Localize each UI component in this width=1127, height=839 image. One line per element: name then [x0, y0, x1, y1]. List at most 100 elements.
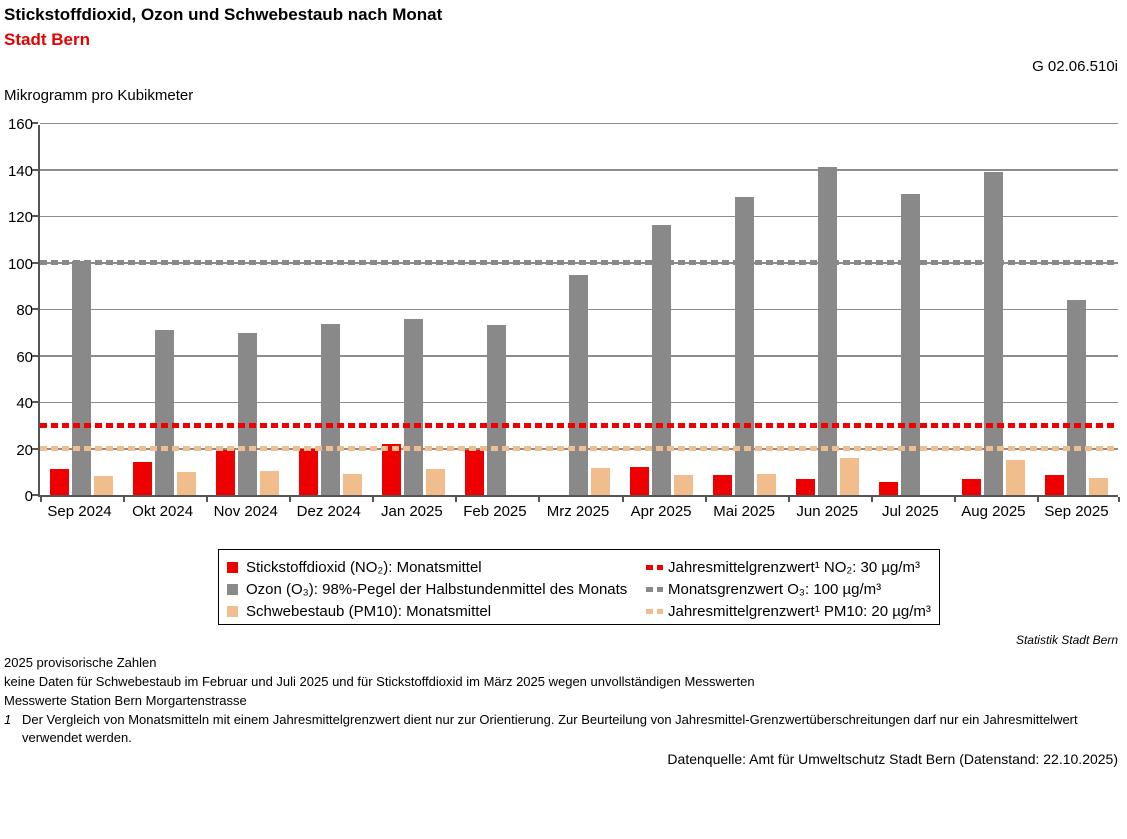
- legend-item-pm10: Schwebestaub (PM10): Monatsmittel: [227, 600, 627, 622]
- o3-limit-dash-icon: [646, 586, 663, 592]
- y-axis-tick: [32, 122, 38, 124]
- bar-group: [538, 125, 621, 495]
- bar-no2: [464, 449, 484, 495]
- chart-subtitle: Stadt Bern: [4, 30, 90, 49]
- chart-code: G 02.06.510i: [1032, 58, 1118, 75]
- x-axis-tick: [1036, 497, 1039, 502]
- legend-series-column: Stickstoffdioxid (NO₂): Monatsmittel Ozon…: [227, 556, 627, 622]
- bar-groups: [40, 125, 1118, 495]
- no2-swatch-icon: [227, 561, 238, 573]
- bar-group: [1035, 125, 1118, 495]
- bar-group: [40, 125, 123, 495]
- bar-o3: [320, 324, 340, 495]
- y-axis-tick: [32, 354, 38, 357]
- bar-no2: [630, 467, 650, 495]
- y-axis-tick-label: 60: [16, 348, 33, 366]
- y-axis-tick-label: 40: [16, 395, 33, 412]
- bar-no2: [1045, 475, 1065, 495]
- y-axis-tick: [32, 447, 38, 450]
- legend-label-pm10: Schwebestaub (PM10): Monatsmittel: [246, 602, 492, 620]
- bar-pm10: [176, 471, 196, 495]
- note-station: Messwerte Station Bern Morgartenstrasse: [4, 693, 247, 708]
- y-axis-tick-label: 120: [7, 209, 33, 226]
- gridline-120: [40, 215, 1118, 217]
- x-axis-label: Apr 2025: [630, 503, 692, 520]
- legend-item-o3-limit: Monatsgrenzwert O₃: 100 µg/m³: [646, 578, 931, 600]
- limit-line-pm10-limit: [40, 446, 1118, 451]
- bar-group: [869, 125, 952, 495]
- x-axis-label: Mrz 2025: [546, 503, 610, 520]
- bar-no2: [713, 475, 733, 495]
- bar-no2: [879, 482, 899, 495]
- legend-item-o3: Ozon (O₃): 98%-Pegel der Halbstundenmitt…: [227, 578, 627, 600]
- y-axis-tick: [32, 168, 38, 171]
- bar-no2: [298, 448, 318, 495]
- bar-pm10: [425, 469, 445, 495]
- x-axis-tick: [704, 497, 707, 502]
- data-source: Datenquelle: Amt für Umweltschutz Stadt …: [667, 751, 1118, 767]
- bar-no2: [215, 449, 235, 495]
- footnote-text-line2: verwendet werden.: [22, 730, 132, 745]
- x-axis-tick: [787, 497, 790, 502]
- statistik-credit: Statistik Stadt Bern: [1015, 633, 1118, 647]
- chart-title: Stickstoffdioxid, Ozon und Schwebestaub …: [4, 5, 443, 24]
- legend: Stickstoffdioxid (NO₂): Monatsmittel Ozon…: [218, 549, 940, 625]
- x-axis-label: Aug 2025: [961, 503, 1026, 520]
- bar-group: [786, 125, 869, 495]
- bar-o3: [71, 261, 91, 495]
- y-axis-tick-label: 100: [7, 255, 33, 273]
- x-axis-label: Sep 2025: [1044, 503, 1109, 520]
- x-axis-label: Jul 2025: [881, 503, 939, 520]
- x-axis-tick: [621, 497, 624, 502]
- x-axis-tick: [40, 497, 42, 502]
- footnote-text-line1: Der Vergleich von Monatsmitteln mit eine…: [22, 712, 1078, 727]
- bar-group: [620, 125, 703, 495]
- bar-o3: [569, 275, 589, 495]
- x-axis-label: Mai 2025: [713, 503, 776, 520]
- x-axis-tick: [206, 497, 209, 502]
- x-axis-label: Jan 2025: [380, 503, 443, 520]
- y-axis-tick: [32, 494, 38, 496]
- bar-pm10: [1089, 477, 1109, 495]
- y-axis-unit-label: Mikrogramm pro Kubikmeter: [4, 87, 194, 104]
- limit-line-o3-limit: [40, 260, 1118, 265]
- y-axis-tick-label: 160: [7, 116, 33, 133]
- x-axis-tick: [538, 497, 541, 502]
- bar-group: [123, 125, 206, 495]
- x-axis-label: Feb 2025: [463, 503, 527, 520]
- x-axis-tick: [123, 497, 126, 502]
- bar-group: [372, 125, 455, 495]
- x-axis-tick: [1118, 497, 1120, 502]
- bar-o3: [403, 319, 423, 495]
- no2-limit-dash-icon: [646, 564, 663, 570]
- note-provisional: 2025 provisorische Zahlen: [4, 655, 157, 670]
- x-axis-tick: [455, 497, 458, 502]
- bar-group: [703, 125, 786, 495]
- bar-o3: [1067, 299, 1087, 495]
- x-axis-tick: [870, 497, 873, 502]
- bar-o3: [486, 325, 506, 495]
- bar-o3: [154, 329, 174, 495]
- bar-pm10: [674, 475, 694, 495]
- x-axis-label: Okt 2024: [132, 503, 194, 520]
- bar-o3: [901, 193, 921, 495]
- bar-pm10: [259, 470, 279, 495]
- gridline-140: [40, 169, 1118, 171]
- bar-o3: [818, 167, 838, 495]
- gridline-160: [40, 122, 1118, 124]
- o3-swatch-icon: [227, 583, 238, 595]
- bar-pm10: [591, 468, 611, 495]
- legend-label-no2: Stickstoffdioxid (NO₂): Monatsmittel: [246, 558, 482, 576]
- x-axis-label: Sep 2024: [47, 503, 112, 520]
- footer-notes: 2025 provisorische Zahlen keine Daten fü…: [4, 653, 755, 710]
- y-axis-tick: [32, 401, 38, 403]
- x-axis-tick: [289, 497, 292, 502]
- x-axis-labels: Sep 2024 Okt 2024 Nov 2024 Dez 2024 Jan 2025…: [38, 503, 1118, 520]
- legend-label-o3: Ozon (O₃): 98%-Pegel der Halbstundenmitt…: [246, 580, 628, 598]
- bar-group: [289, 125, 372, 495]
- x-axis-tick: [953, 497, 956, 502]
- y-axis-tick-label: 20: [16, 441, 33, 459]
- bar-o3: [652, 225, 672, 495]
- bar-no2: [796, 478, 816, 495]
